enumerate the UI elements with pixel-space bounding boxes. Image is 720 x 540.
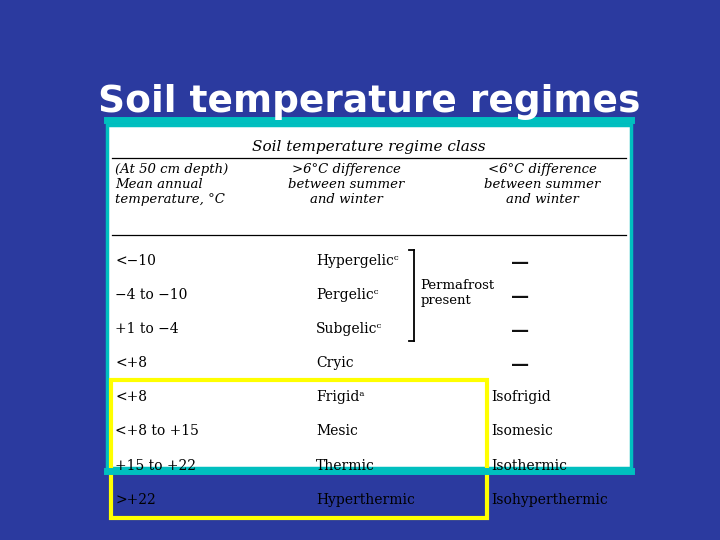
- Text: Thermic: Thermic: [316, 458, 375, 472]
- Text: Pergelicᶜ: Pergelicᶜ: [316, 288, 379, 302]
- Text: Subgelicᶜ: Subgelicᶜ: [316, 322, 382, 336]
- Text: >+22: >+22: [115, 492, 156, 507]
- Text: <6°C difference
between summer
and winter: <6°C difference between summer and winte…: [484, 163, 600, 206]
- Text: —: —: [510, 356, 528, 374]
- Text: —: —: [510, 288, 528, 306]
- Text: Isomesic: Isomesic: [492, 424, 554, 438]
- Text: Isohyperthermic: Isohyperthermic: [492, 492, 608, 507]
- Text: Permafrost
present: Permafrost present: [420, 279, 495, 307]
- Text: −4 to −10: −4 to −10: [115, 288, 187, 302]
- Text: —: —: [510, 322, 528, 340]
- Text: Cryic: Cryic: [316, 356, 354, 370]
- Text: Isofrigid: Isofrigid: [492, 390, 552, 404]
- Text: —: —: [510, 254, 528, 272]
- Text: Frigidᵃ: Frigidᵃ: [316, 390, 364, 404]
- Text: >6°C difference
between summer
and winter: >6°C difference between summer and winte…: [289, 163, 405, 206]
- Text: Hyperthermic: Hyperthermic: [316, 492, 415, 507]
- Text: (At 50 cm depth)
Mean annual
temperature, °C: (At 50 cm depth) Mean annual temperature…: [115, 163, 228, 206]
- Text: Hypergelicᶜ: Hypergelicᶜ: [316, 254, 399, 268]
- FancyBboxPatch shape: [107, 125, 631, 468]
- Text: Soil temperature regimes: Soil temperature regimes: [98, 84, 640, 119]
- Text: Soil temperature regime class: Soil temperature regime class: [252, 140, 486, 154]
- Text: <−10: <−10: [115, 254, 156, 268]
- Text: +15 to +22: +15 to +22: [115, 458, 196, 472]
- Text: Mesic: Mesic: [316, 424, 358, 438]
- Text: Isothermic: Isothermic: [492, 458, 568, 472]
- Text: +1 to −4: +1 to −4: [115, 322, 179, 336]
- Text: <+8 to +15: <+8 to +15: [115, 424, 199, 438]
- Text: <+8: <+8: [115, 390, 147, 404]
- Text: <+8: <+8: [115, 356, 147, 370]
